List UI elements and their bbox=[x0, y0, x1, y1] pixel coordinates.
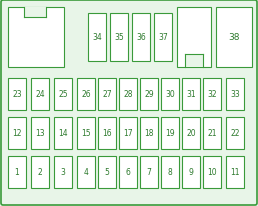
Bar bbox=[31, 117, 49, 149]
Bar bbox=[226, 156, 244, 188]
Bar bbox=[182, 156, 200, 188]
Text: 38: 38 bbox=[228, 33, 240, 42]
Bar bbox=[119, 156, 137, 188]
Bar bbox=[98, 79, 116, 110]
Bar bbox=[161, 79, 179, 110]
Text: 37: 37 bbox=[158, 33, 168, 42]
Bar bbox=[140, 156, 158, 188]
Text: 5: 5 bbox=[104, 168, 109, 177]
Text: 19: 19 bbox=[165, 129, 175, 138]
Bar bbox=[77, 117, 95, 149]
Text: 7: 7 bbox=[147, 168, 151, 177]
Bar bbox=[132, 14, 150, 62]
Text: 30: 30 bbox=[165, 90, 175, 99]
Bar bbox=[140, 117, 158, 149]
Text: 29: 29 bbox=[144, 90, 154, 99]
Text: 15: 15 bbox=[81, 129, 91, 138]
Bar bbox=[177, 8, 211, 68]
Text: 12: 12 bbox=[12, 129, 22, 138]
Text: 6: 6 bbox=[126, 168, 131, 177]
Text: 10: 10 bbox=[207, 168, 217, 177]
Bar bbox=[216, 8, 252, 68]
Bar bbox=[226, 117, 244, 149]
Bar bbox=[203, 117, 221, 149]
Text: 17: 17 bbox=[123, 129, 133, 138]
Text: 23: 23 bbox=[12, 90, 22, 99]
Bar bbox=[8, 79, 26, 110]
Text: 32: 32 bbox=[207, 90, 217, 99]
Bar bbox=[54, 117, 72, 149]
Bar bbox=[77, 156, 95, 188]
Bar bbox=[54, 156, 72, 188]
Text: 8: 8 bbox=[168, 168, 172, 177]
Bar bbox=[54, 79, 72, 110]
Text: 2: 2 bbox=[38, 168, 42, 177]
Text: 31: 31 bbox=[186, 90, 196, 99]
Text: 26: 26 bbox=[81, 90, 91, 99]
Text: 22: 22 bbox=[230, 129, 240, 138]
Bar bbox=[119, 79, 137, 110]
Bar bbox=[161, 156, 179, 188]
Text: 25: 25 bbox=[58, 90, 68, 99]
Bar bbox=[154, 14, 172, 62]
Bar bbox=[8, 117, 26, 149]
Bar bbox=[8, 8, 64, 68]
Bar bbox=[226, 79, 244, 110]
Text: 4: 4 bbox=[84, 168, 88, 177]
Text: 20: 20 bbox=[186, 129, 196, 138]
Bar bbox=[110, 14, 128, 62]
Bar bbox=[31, 79, 49, 110]
Bar bbox=[161, 117, 179, 149]
Bar bbox=[182, 79, 200, 110]
Bar bbox=[119, 117, 137, 149]
Bar bbox=[98, 156, 116, 188]
Text: 14: 14 bbox=[58, 129, 68, 138]
Text: 28: 28 bbox=[123, 90, 133, 99]
Text: 3: 3 bbox=[61, 168, 66, 177]
Text: 16: 16 bbox=[102, 129, 112, 138]
Text: 33: 33 bbox=[230, 90, 240, 99]
Text: 11: 11 bbox=[230, 168, 240, 177]
Bar bbox=[182, 117, 200, 149]
Text: 21: 21 bbox=[207, 129, 217, 138]
Text: 18: 18 bbox=[144, 129, 154, 138]
Bar bbox=[88, 14, 106, 62]
Text: 36: 36 bbox=[136, 33, 146, 42]
Bar bbox=[77, 79, 95, 110]
Bar bbox=[31, 156, 49, 188]
Text: 24: 24 bbox=[35, 90, 45, 99]
Bar bbox=[8, 156, 26, 188]
Bar bbox=[98, 117, 116, 149]
Bar bbox=[203, 79, 221, 110]
Bar bbox=[185, 55, 203, 68]
Bar bbox=[203, 156, 221, 188]
Bar bbox=[140, 79, 158, 110]
Text: 1: 1 bbox=[15, 168, 19, 177]
Text: 27: 27 bbox=[102, 90, 112, 99]
Text: 9: 9 bbox=[189, 168, 194, 177]
Bar bbox=[24, 8, 46, 18]
Text: 34: 34 bbox=[92, 33, 102, 42]
Text: 13: 13 bbox=[35, 129, 45, 138]
Text: 35: 35 bbox=[114, 33, 124, 42]
